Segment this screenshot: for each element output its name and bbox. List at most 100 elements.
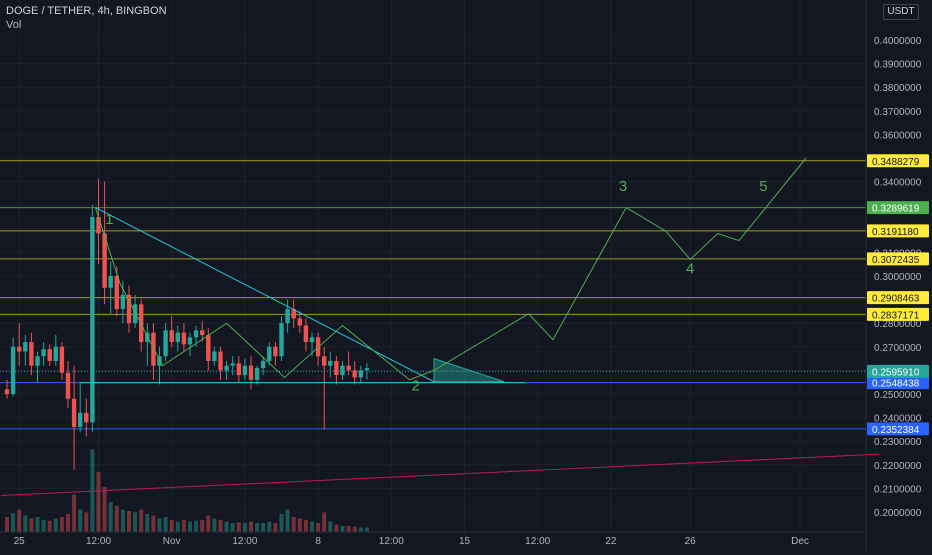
volume-bar: [364, 527, 369, 532]
current-price-label: 0.2595910: [872, 367, 920, 378]
volume-bar: [218, 520, 223, 532]
volume-bar: [163, 517, 168, 532]
time-tick-label: 8: [315, 536, 321, 547]
volume-bar: [23, 515, 28, 532]
price-tick-label: 0.3400000: [874, 178, 922, 189]
time-tick-label: 26: [685, 536, 697, 547]
volume-bar: [35, 517, 40, 532]
volume-bar: [224, 521, 229, 532]
candle-body: [163, 330, 168, 357]
candle-body: [193, 330, 199, 338]
candle-body: [303, 325, 309, 343]
volume-bar: [169, 520, 174, 532]
volume-bar: [59, 517, 64, 532]
volume-bar: [236, 522, 241, 532]
level-badge: [867, 252, 929, 266]
price-tick-label: 0.3600000: [874, 130, 922, 141]
candle-body: [181, 332, 187, 345]
volume-bar: [5, 517, 9, 532]
candle-layer: [4, 179, 370, 470]
time-tick-label: 25: [14, 536, 26, 547]
candle-body: [151, 332, 156, 366]
price-tick-label: 0.2700000: [874, 343, 922, 354]
candle-body: [261, 360, 266, 369]
volume-bar: [261, 523, 266, 532]
volume-bar: [41, 520, 46, 532]
volume-bar: [285, 509, 290, 532]
wave-label: 1: [105, 211, 113, 228]
volume-bar: [53, 518, 58, 532]
price-tick-label: 0.2100000: [874, 484, 922, 495]
candle-body: [285, 309, 290, 324]
volume-bar: [249, 521, 253, 532]
candle-body: [346, 365, 351, 371]
wave-label: 4: [686, 261, 694, 278]
candle-body: [59, 346, 65, 373]
candle-body: [114, 276, 119, 310]
grid-layer: [0, 0, 866, 532]
volume-bar: [133, 512, 138, 532]
indicator-label: Vol: [6, 19, 22, 31]
candle-body: [41, 349, 46, 357]
candle-body: [71, 398, 77, 428]
volume-bar: [358, 527, 363, 532]
candle-body: [84, 412, 89, 423]
volume-bar: [84, 512, 89, 532]
volume-bar: [47, 520, 52, 532]
candle-body: [248, 365, 254, 380]
candle-body: [120, 294, 126, 310]
level-badge-label: 0.2352384: [872, 425, 920, 436]
time-tick-label: 12:00: [86, 536, 111, 547]
volume-bar: [17, 509, 22, 532]
candle-body: [340, 365, 345, 376]
volume-bar: [303, 520, 308, 532]
wave-label: 2: [412, 377, 420, 394]
level-badge: [867, 154, 929, 168]
level-badge-label: 0.2548438: [872, 379, 920, 390]
candle-body: [169, 330, 174, 343]
candle-body: [267, 346, 272, 361]
candle-body: [65, 372, 71, 399]
volume-bar: [181, 520, 186, 532]
elliott-wave-path: [94, 157, 807, 381]
currency-badge[interactable]: USDT: [883, 4, 919, 20]
volume-bar: [151, 515, 156, 532]
price-tick-label: 0.3800000: [874, 83, 922, 94]
candle-body: [328, 360, 333, 366]
volume-bar: [78, 509, 83, 532]
candle-body: [4, 389, 10, 394]
candle-body: [23, 342, 28, 352]
time-tick-label: 12:00: [232, 536, 257, 547]
volume-bar: [157, 518, 162, 532]
price-tick-label: 0.3000000: [874, 272, 922, 283]
chart-legend: DOGE / TETHER, 4h, BINGBON Vol: [6, 4, 167, 32]
level-badge-label: 0.2908463: [872, 294, 920, 305]
volume-bar: [346, 526, 351, 532]
volume-bar: [328, 521, 333, 532]
time-tick-label: Nov: [163, 536, 181, 547]
volume-bar: [322, 512, 327, 532]
level-badge-label: 0.3488279: [872, 157, 920, 168]
price-tick-label: 0.2800000: [874, 319, 922, 330]
time-tick-label: 12:00: [379, 536, 404, 547]
candle-body: [230, 363, 235, 366]
candle-body: [291, 309, 296, 319]
symbol-title: DOGE / TETHER, 4h, BINGBON: [6, 5, 167, 17]
volume-bar: [194, 520, 199, 532]
candle-body: [96, 217, 101, 234]
volume-bar: [114, 505, 119, 532]
candle-body: [35, 356, 40, 366]
level-badge-label: 0.3289619: [872, 204, 920, 215]
candle-body: [102, 233, 107, 288]
candle-body: [175, 332, 180, 343]
candle-body: [309, 337, 315, 343]
volume-bar: [72, 494, 77, 532]
level-badge: [867, 422, 929, 436]
price-tick-label: 0.3700000: [874, 107, 922, 118]
candle-body: [334, 360, 339, 376]
level-badge: [867, 201, 929, 215]
price-tick-label: 0.2500000: [874, 390, 922, 401]
